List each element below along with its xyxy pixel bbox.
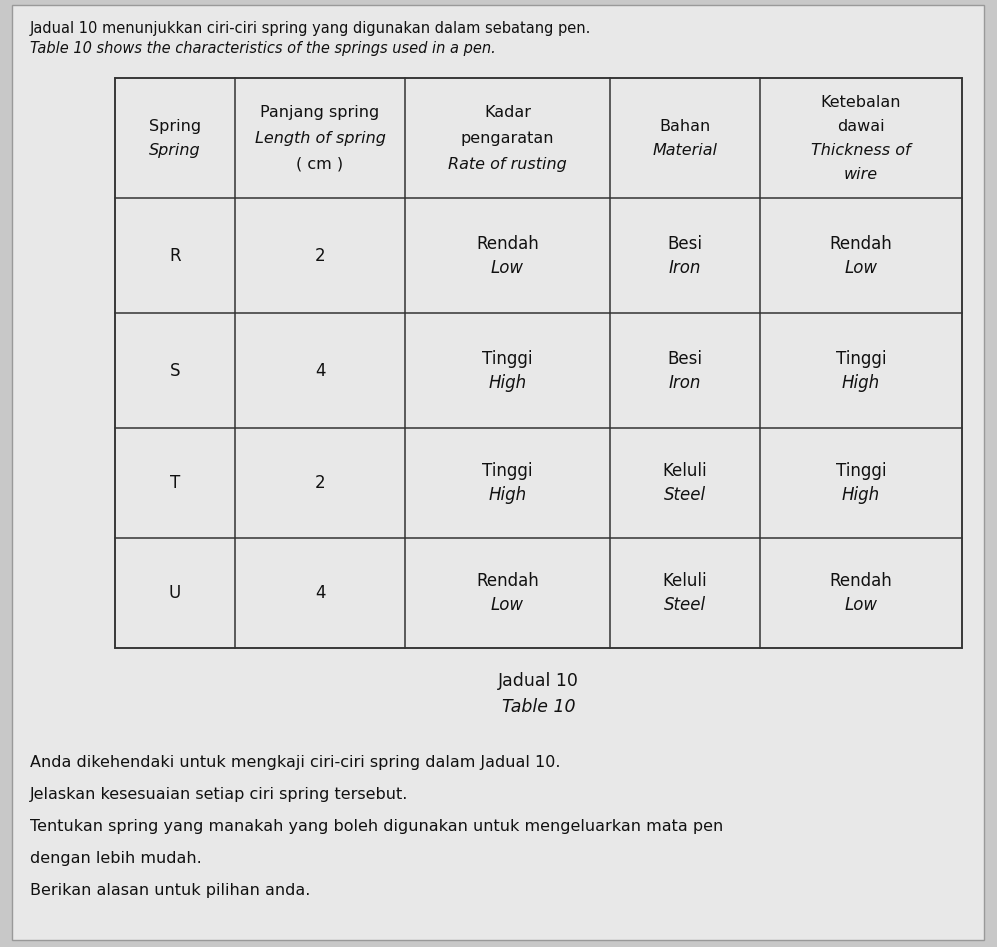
Text: wire: wire (843, 167, 878, 182)
Text: Thickness of: Thickness of (812, 142, 911, 157)
Text: dengan lebih mudah.: dengan lebih mudah. (30, 851, 201, 866)
Text: Low: Low (491, 596, 524, 614)
FancyBboxPatch shape (115, 78, 962, 648)
Text: Keluli: Keluli (663, 572, 707, 590)
Text: Steel: Steel (664, 486, 706, 504)
Text: Tinggi: Tinggi (835, 349, 886, 367)
Text: 2: 2 (315, 474, 325, 492)
Text: Table 10: Table 10 (501, 698, 575, 716)
Text: Length of spring: Length of spring (254, 131, 386, 146)
Text: High: High (489, 486, 526, 504)
Text: Berikan alasan untuk pilihan anda.: Berikan alasan untuk pilihan anda. (30, 883, 310, 898)
Text: R: R (169, 246, 180, 264)
Text: Rendah: Rendah (830, 572, 892, 590)
Text: Iron: Iron (669, 259, 701, 277)
Text: dawai: dawai (837, 118, 884, 134)
Text: Jelaskan kesesuaian setiap ciri spring tersebut.: Jelaskan kesesuaian setiap ciri spring t… (30, 787, 409, 802)
Text: Table 10 shows the characteristics of the springs used in a pen.: Table 10 shows the characteristics of th… (30, 41, 496, 56)
Text: Spring: Spring (150, 142, 200, 157)
Text: Rendah: Rendah (477, 235, 538, 253)
Text: Besi: Besi (668, 349, 703, 367)
Text: Material: Material (652, 142, 718, 157)
Text: Keluli: Keluli (663, 462, 707, 480)
Text: Tentukan spring yang manakah yang boleh digunakan untuk mengeluarkan mata pen: Tentukan spring yang manakah yang boleh … (30, 819, 723, 834)
Text: Ketebalan: Ketebalan (821, 95, 901, 110)
Text: Panjang spring: Panjang spring (260, 104, 380, 119)
Text: 4: 4 (315, 584, 325, 602)
Text: Rendah: Rendah (477, 572, 538, 590)
Text: Tinggi: Tinggi (483, 349, 532, 367)
Text: Bahan: Bahan (659, 118, 711, 134)
Text: High: High (841, 486, 880, 504)
Text: 2: 2 (315, 246, 325, 264)
Text: S: S (169, 362, 180, 380)
Text: Tinggi: Tinggi (835, 462, 886, 480)
Text: Rate of rusting: Rate of rusting (448, 156, 567, 171)
Text: Jadual 10: Jadual 10 (498, 672, 579, 690)
Text: Steel: Steel (664, 596, 706, 614)
Text: 4: 4 (315, 362, 325, 380)
Text: Tinggi: Tinggi (483, 462, 532, 480)
Text: Low: Low (844, 596, 877, 614)
FancyBboxPatch shape (12, 5, 984, 940)
Text: T: T (169, 474, 180, 492)
Text: Spring: Spring (149, 118, 201, 134)
Text: High: High (489, 373, 526, 391)
Text: ( cm ): ( cm ) (296, 156, 344, 171)
Text: Kadar: Kadar (484, 104, 531, 119)
Text: Iron: Iron (669, 373, 701, 391)
Text: Jadual 10 menunjukkan ciri-ciri spring yang digunakan dalam sebatang pen.: Jadual 10 menunjukkan ciri-ciri spring y… (30, 21, 591, 36)
Text: Low: Low (491, 259, 524, 277)
Text: Anda dikehendaki untuk mengkaji ciri-ciri spring dalam Jadual 10.: Anda dikehendaki untuk mengkaji ciri-cir… (30, 755, 560, 770)
Text: Rendah: Rendah (830, 235, 892, 253)
Text: Besi: Besi (668, 235, 703, 253)
Text: U: U (168, 584, 181, 602)
Text: Low: Low (844, 259, 877, 277)
Text: High: High (841, 373, 880, 391)
Text: pengaratan: pengaratan (461, 131, 554, 146)
